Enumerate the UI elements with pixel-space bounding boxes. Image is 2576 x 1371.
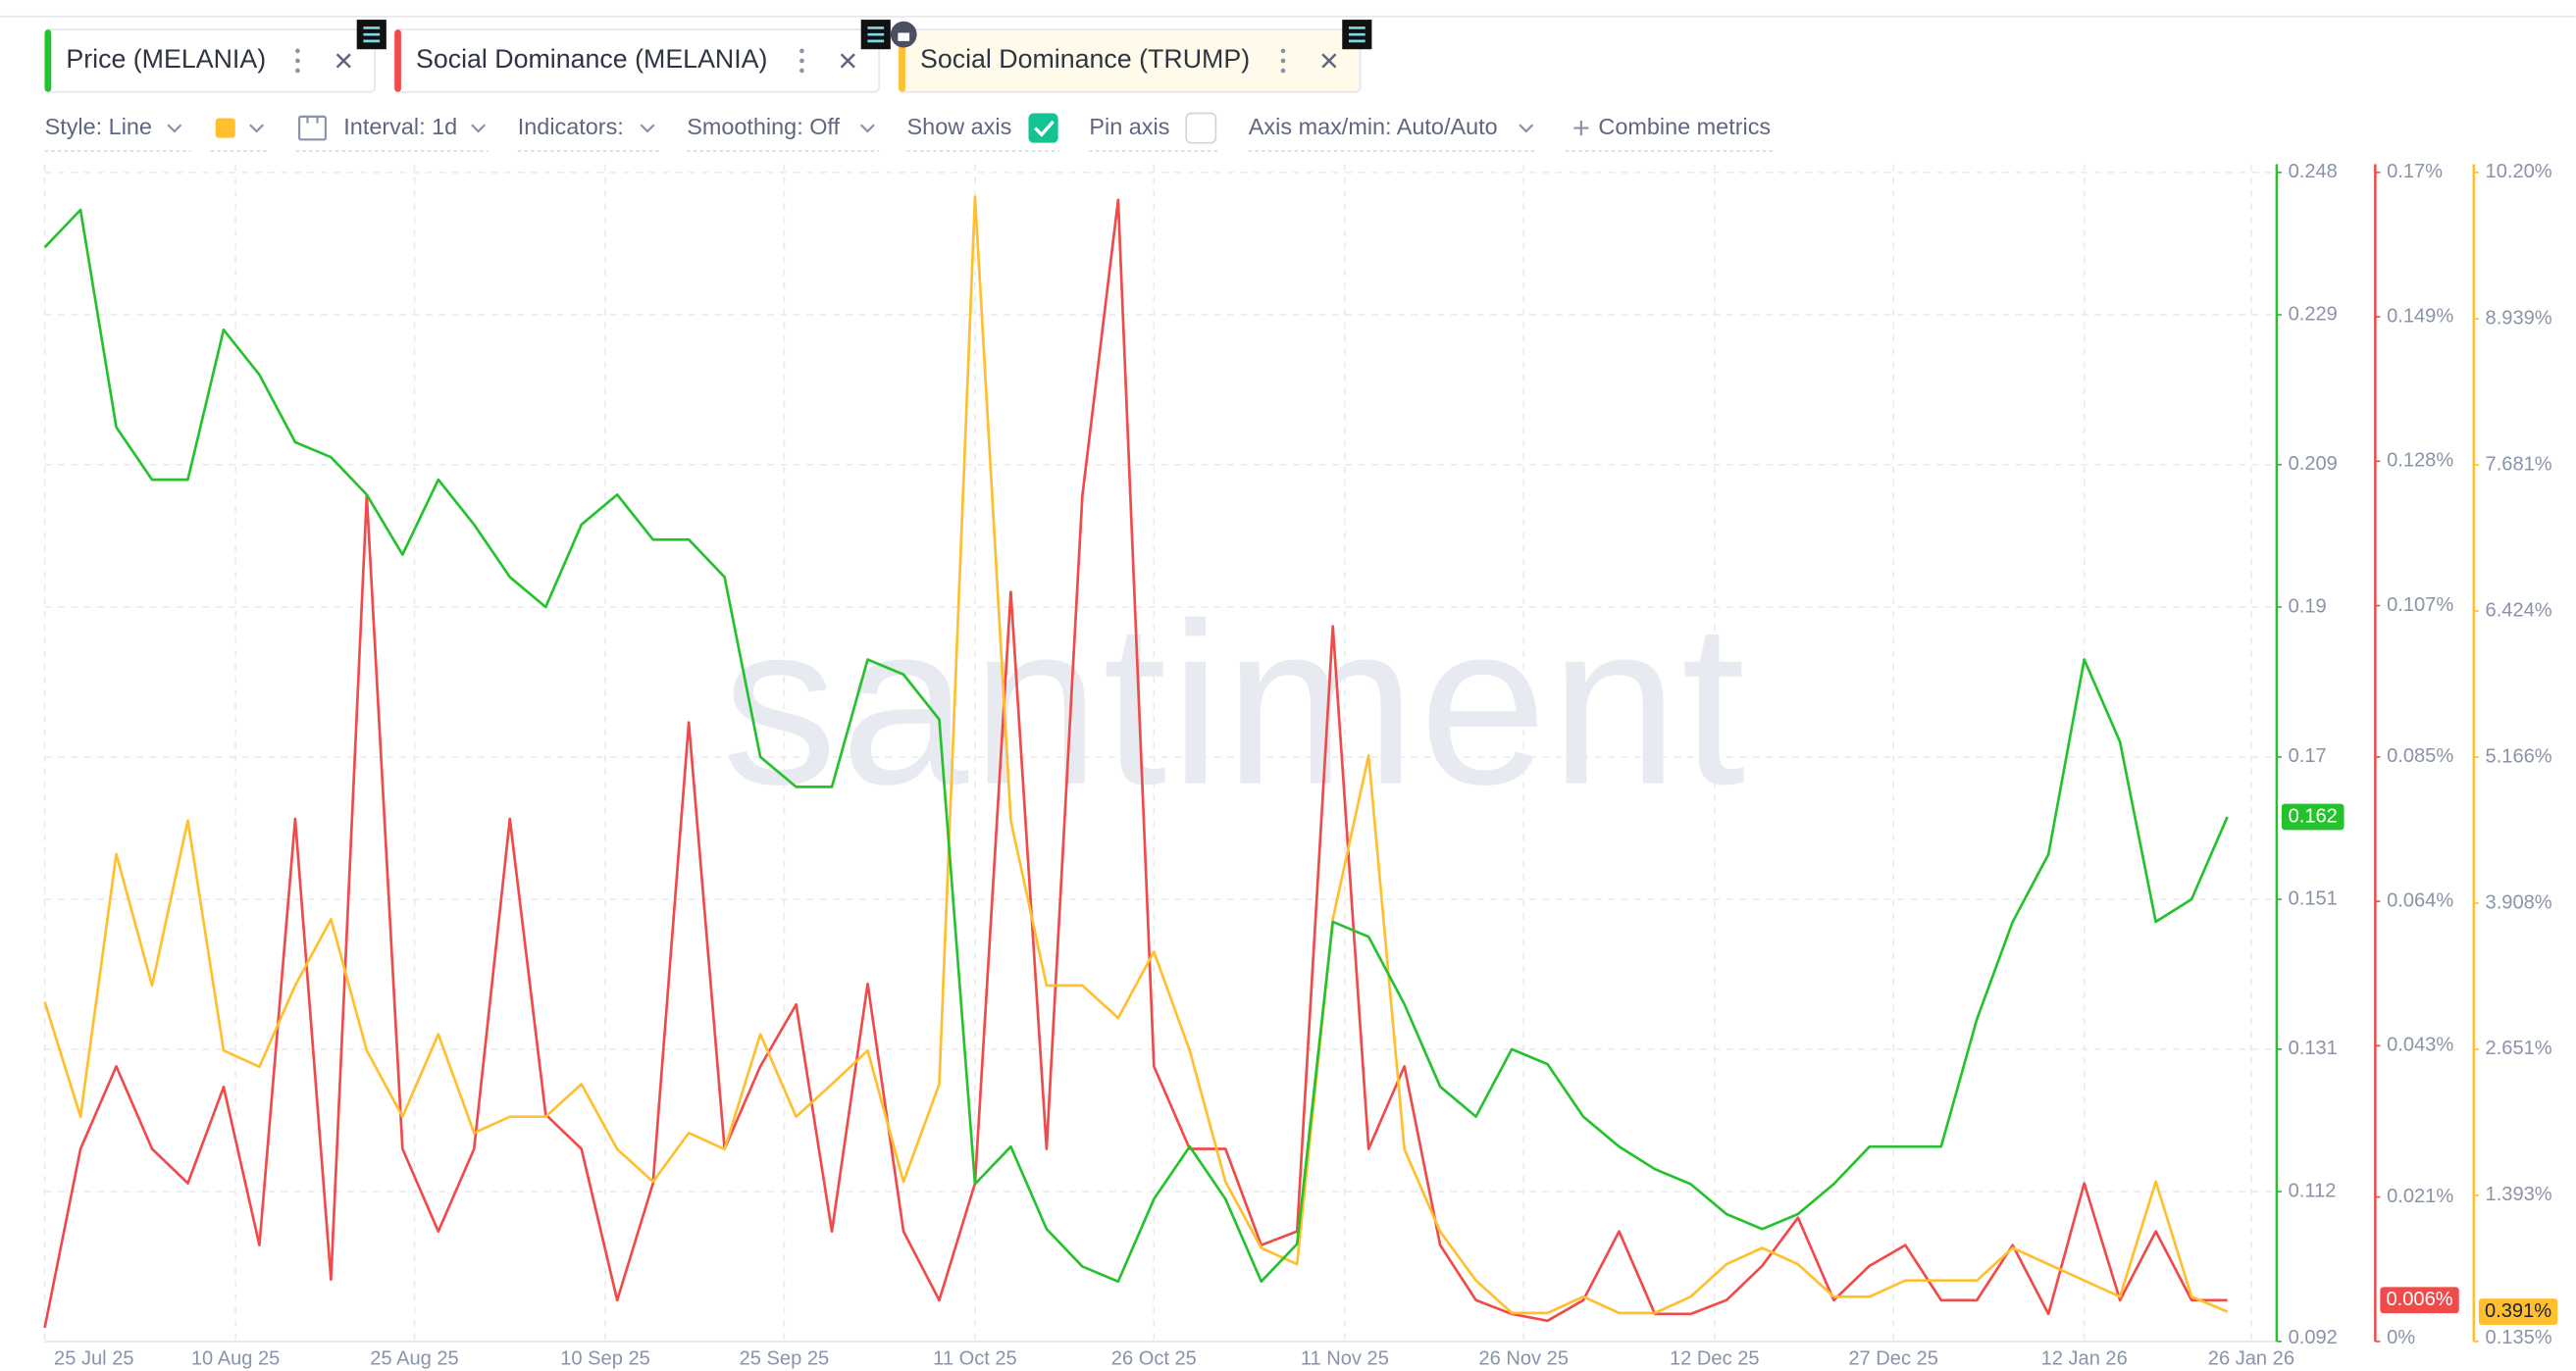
y-tick-label: 0.092 bbox=[2289, 1327, 2338, 1348]
y-tick-label: 0.085% bbox=[2387, 745, 2453, 767]
toolbar-icons bbox=[167, 115, 1589, 141]
y-tick-label: 0.131 bbox=[2289, 1038, 2338, 1059]
y-tick-label: 0.107% bbox=[2387, 594, 2453, 616]
tab-label[interactable]: Social Dominance (TRUMP) bbox=[920, 44, 1250, 74]
y-tick-label: 6.424% bbox=[2486, 599, 2552, 621]
combine-metrics[interactable]: Combine metrics bbox=[1598, 114, 1771, 139]
color-swatch[interactable] bbox=[215, 118, 235, 138]
chevron bbox=[249, 124, 265, 133]
tab-color-bar bbox=[44, 29, 52, 92]
y-tick-label: 0.128% bbox=[2387, 450, 2453, 472]
axis-range-menu[interactable]: Axis max/min: Auto/Auto bbox=[1249, 114, 1498, 139]
y-tick-label: 8.939% bbox=[2486, 307, 2552, 329]
x-tick-label: 11 Nov 25 bbox=[1301, 1348, 1389, 1370]
plus-icon bbox=[1573, 121, 1589, 136]
last-value-badge bbox=[2380, 1287, 2459, 1314]
series-line bbox=[43, 195, 2229, 1315]
series-line bbox=[43, 198, 2228, 1329]
x-tick-label: 10 Sep 25 bbox=[560, 1348, 650, 1370]
show-axis-label[interactable]: Show axis bbox=[907, 114, 1012, 139]
menu-dot bbox=[295, 48, 300, 54]
last-value-label: 0.162 bbox=[2289, 805, 2338, 827]
chain-logo-mark bbox=[867, 26, 885, 43]
chain-logo-mark bbox=[363, 26, 381, 43]
indicators-menu[interactable]: Indicators: bbox=[518, 114, 624, 139]
tab-label[interactable]: Social Dominance (MELANIA) bbox=[416, 44, 768, 74]
smoothing-menu[interactable]: Smoothing: Off bbox=[687, 114, 840, 139]
pin-axis-checkbox[interactable] bbox=[1185, 112, 1217, 144]
x-tick-label: 27 Dec 25 bbox=[1848, 1348, 1938, 1370]
style-menu[interactable]: Style: Line bbox=[45, 114, 152, 139]
y-tick-label: 7.681% bbox=[2486, 453, 2552, 475]
menu-dot bbox=[1280, 68, 1286, 74]
x-tick-label: 10 Aug 25 bbox=[191, 1348, 280, 1370]
last-value-label: 0.006% bbox=[2387, 1289, 2453, 1310]
menu-dot bbox=[295, 58, 300, 64]
watermark: santiment bbox=[722, 576, 1748, 833]
chevron bbox=[640, 124, 655, 133]
menu-dot bbox=[1280, 48, 1286, 54]
x-tick-label: 12 Jan 26 bbox=[2041, 1348, 2128, 1370]
last-value-badge bbox=[2478, 1298, 2558, 1325]
close-icon[interactable] bbox=[335, 53, 351, 69]
y-tick-label: 0% bbox=[2387, 1327, 2415, 1348]
chevron bbox=[1519, 124, 1534, 133]
y-tick-label: 0.229 bbox=[2289, 303, 2338, 325]
x-tick-label: 11 Oct 25 bbox=[933, 1348, 1017, 1370]
metric-tabs: Price (MELANIA) Social Dominance (MELANIA… bbox=[43, 20, 1372, 93]
pin-axis-label[interactable]: Pin axis bbox=[1089, 114, 1169, 139]
x-tick-label: 12 Dec 25 bbox=[1670, 1348, 1760, 1370]
y-tick-label: 0.149% bbox=[2387, 305, 2453, 327]
menu-dot bbox=[295, 68, 300, 74]
x-tick-label: 26 Nov 25 bbox=[1478, 1348, 1569, 1370]
y-tick-label: 0.112 bbox=[2289, 1180, 2337, 1201]
toolbar: Style: Line Interval: 1d Indicators: Smo… bbox=[44, 112, 1775, 152]
menu-dot bbox=[799, 48, 804, 54]
menu-dot bbox=[799, 68, 804, 74]
y-tick-label: 0.19 bbox=[2289, 595, 2327, 617]
y-tick-label: 0.17 bbox=[2289, 745, 2327, 767]
tab-label[interactable]: Price (MELANIA) bbox=[66, 44, 266, 74]
tab-color-bar bbox=[394, 29, 401, 92]
chain-logo-mark bbox=[1348, 26, 1365, 43]
close-icon[interactable] bbox=[840, 53, 855, 69]
series-line bbox=[43, 208, 2229, 1284]
x-tick-label: 26 Jan 26 bbox=[2208, 1348, 2294, 1370]
y-tick-label: 0.248 bbox=[2289, 161, 2338, 182]
interval-icon-ticks bbox=[306, 116, 319, 124]
lock-body bbox=[898, 32, 910, 41]
last-value-label: 0.391% bbox=[2485, 1300, 2551, 1322]
y-tick-label: 1.393% bbox=[2486, 1184, 2552, 1205]
y-tick-label: 0.064% bbox=[2387, 889, 2453, 911]
y-tick-label: 5.166% bbox=[2486, 745, 2552, 767]
x-tick-label: 26 Oct 25 bbox=[1111, 1348, 1197, 1370]
y-tick-label: 2.651% bbox=[2486, 1038, 2552, 1059]
x-tick-label: 25 Jul 25 bbox=[54, 1348, 133, 1370]
interval-menu[interactable]: Interval: 1d bbox=[343, 114, 457, 139]
show-axis-checkbox[interactable] bbox=[1028, 113, 1058, 143]
chevron bbox=[471, 124, 487, 133]
chevron bbox=[859, 124, 875, 133]
y-tick-label: 0.043% bbox=[2387, 1035, 2453, 1056]
plot: santiment 25 Jul 25 10 Aug 25 25 Aug 25 10 … bbox=[43, 161, 2558, 1370]
y-tick-label: 0.151 bbox=[2289, 888, 2338, 909]
last-value-badge bbox=[2281, 803, 2344, 831]
y-tick-label: 0.135% bbox=[2486, 1327, 2552, 1348]
y-tick-label: 0.209 bbox=[2289, 453, 2338, 475]
y-tick-label: 10.20% bbox=[2486, 161, 2552, 182]
x-tick-label: 25 Aug 25 bbox=[370, 1348, 458, 1370]
x-tick-label: 25 Sep 25 bbox=[740, 1348, 830, 1370]
interval-icon bbox=[298, 115, 327, 141]
y-tick-label: 0.021% bbox=[2387, 1186, 2453, 1207]
menu-dot bbox=[1280, 58, 1286, 64]
y-tick-label: 3.908% bbox=[2486, 891, 2552, 913]
menu-dot bbox=[799, 58, 804, 64]
chevron bbox=[167, 124, 182, 133]
y-tick-label: 0.17% bbox=[2387, 161, 2443, 182]
close-icon[interactable] bbox=[1321, 53, 1337, 69]
show-axis-checkbox-check bbox=[1033, 120, 1055, 137]
